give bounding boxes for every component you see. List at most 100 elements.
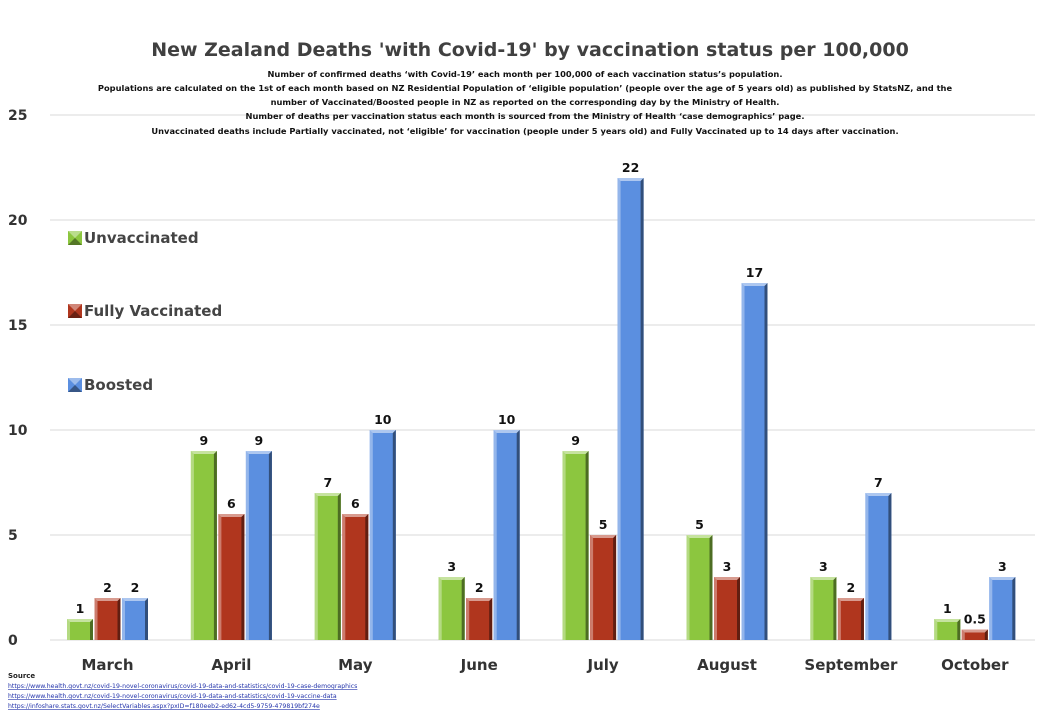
data-label: 9 <box>200 433 209 448</box>
bar-bevel-top <box>245 451 272 454</box>
bar <box>562 451 589 640</box>
bar-bevel-left <box>865 493 869 640</box>
bar-bevel-left <box>466 598 470 640</box>
bar-bevel-top <box>741 283 768 286</box>
data-label: 0.5 <box>964 612 986 627</box>
legend-swatch-shadow <box>68 238 82 245</box>
bar-body <box>466 598 493 640</box>
bar-bevel-right <box>888 493 892 640</box>
subtitle-line-3: number of Vaccinated/Boosted people in N… <box>271 97 780 107</box>
bar-bevel-left <box>837 598 841 640</box>
data-label: 17 <box>746 265 763 280</box>
bar-bevel-right <box>1012 577 1016 640</box>
bar-bevel-right <box>337 493 341 640</box>
bar <box>590 535 617 640</box>
bar-bevel-right <box>957 619 961 640</box>
data-label: 7 <box>874 475 883 490</box>
bar-bevel-top <box>122 598 148 601</box>
bar <box>122 598 148 640</box>
x-axis-categories: March April May June July August September Octo… <box>81 656 1009 674</box>
bar-bevel-right <box>984 629 988 640</box>
bar-bevel-left <box>562 451 566 640</box>
bar-body <box>961 629 988 640</box>
bar-bevel-top <box>590 535 617 538</box>
source-link-1[interactable]: https://www.health.govt.nz/covid-19-nove… <box>8 683 357 690</box>
y-tick-label: 25 <box>8 108 27 124</box>
y-tick-label: 5 <box>8 528 18 544</box>
bar-body <box>590 535 617 640</box>
bar <box>617 178 644 640</box>
bar <box>714 577 740 640</box>
bar-body <box>94 598 121 640</box>
bar <box>493 430 520 640</box>
subtitle-line-2: Populations are calculated on the 1st of… <box>98 83 953 93</box>
bar-bevel-right <box>241 514 245 640</box>
chart-subtitle: Number of confirmed deaths ‘with Covid-1… <box>98 69 953 136</box>
bar-bevel-right <box>392 430 396 640</box>
bar-bevel-left <box>590 535 594 640</box>
subtitle-line-1: Number of confirmed deaths ‘with Covid-1… <box>267 69 782 79</box>
bar-bevel-top <box>961 629 988 633</box>
bar-bevel-left <box>245 451 249 640</box>
data-label: 5 <box>695 517 704 532</box>
bar <box>67 619 93 640</box>
bar-body <box>714 577 740 640</box>
x-category-label: April <box>211 656 251 674</box>
bar <box>438 577 465 640</box>
bar-bevel-top <box>810 577 837 580</box>
bar-bevel-left <box>714 577 717 640</box>
bar-body <box>810 577 837 640</box>
source-link-3[interactable]: https://infoshare.stats.govt.nz/SelectVa… <box>8 703 320 710</box>
bar-bevel-top <box>466 598 493 601</box>
legend-swatch-shadow <box>68 385 82 392</box>
bar-bevel-right <box>709 535 713 640</box>
bar-body <box>562 451 589 640</box>
data-label: 2 <box>475 580 484 595</box>
data-label: 10 <box>498 412 516 427</box>
bar <box>741 283 768 640</box>
bar <box>466 598 493 640</box>
bar-bevel-right <box>145 598 148 640</box>
bar-bevel-top <box>342 514 369 517</box>
data-label: 10 <box>374 412 392 427</box>
bar-bevel-left <box>342 514 346 640</box>
legend-item: Unvaccinated <box>68 229 199 247</box>
bar-bevel-right <box>640 178 644 640</box>
bar-bevel-top <box>989 577 1016 580</box>
bar-bevel-left <box>438 577 442 640</box>
x-category-label: July <box>587 656 619 674</box>
legend-swatch-shadow <box>68 311 82 318</box>
bar-bevel-left <box>493 430 497 640</box>
chart-title: New Zealand Deaths 'with Covid-19' by va… <box>151 39 909 61</box>
source-link-2[interactable]: https://www.health.govt.nz/covid-19-nove… <box>8 693 337 700</box>
bar-bevel-top <box>562 451 589 454</box>
bar-bevel-top <box>865 493 892 496</box>
bar-bevel-left <box>314 493 318 640</box>
bar-bevel-top <box>314 493 341 496</box>
bar-bevel-top <box>934 619 961 622</box>
y-tick-label: 20 <box>8 213 28 229</box>
bar-bevel-right <box>613 535 617 640</box>
data-label: 9 <box>571 433 580 448</box>
bar-body <box>617 178 644 640</box>
bar-body <box>686 535 713 640</box>
bar-body <box>493 430 520 640</box>
bar-body <box>741 283 768 640</box>
y-tick-label: 0 <box>8 633 18 649</box>
data-label: 9 <box>255 433 264 448</box>
data-label: 3 <box>819 559 828 574</box>
bar <box>934 619 961 640</box>
bar-bevel-right <box>833 577 837 640</box>
x-category-label: September <box>804 656 898 674</box>
y-tick-label: 10 <box>8 423 28 439</box>
data-label: 6 <box>351 496 360 511</box>
x-category-label: May <box>338 656 373 674</box>
bar-bevel-right <box>90 619 93 640</box>
bar-bevel-left <box>741 283 745 640</box>
bars <box>67 178 1016 640</box>
bar-bevel-top <box>837 598 864 601</box>
bar <box>369 430 396 640</box>
bar-bevel-left <box>810 577 814 640</box>
